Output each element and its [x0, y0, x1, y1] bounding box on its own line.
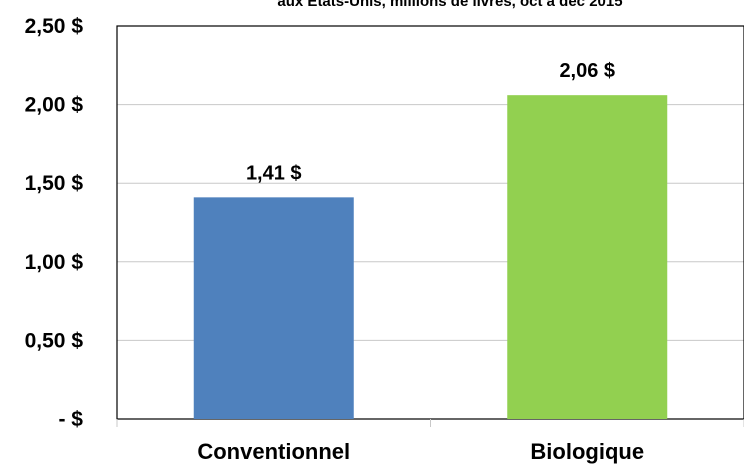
- x-axis-category-labels: Conventionnel Biologique: [197, 439, 644, 464]
- y-tick-label: 1,50 $: [25, 172, 84, 195]
- y-axis-tick-labels: - $ 0,50 $ 1,00 $ 1,50 $ 2,00 $ 2,50 $: [25, 15, 84, 431]
- category-label: Biologique: [530, 439, 644, 464]
- x-axis-ticks: [116, 419, 744, 427]
- bar-conventionnel: [193, 197, 354, 419]
- y-tick-label: 0,50 $: [25, 329, 84, 352]
- chart-title: aux États-Unis, millions de livres, oct …: [277, 0, 622, 10]
- y-tick-label: 2,50 $: [25, 15, 84, 38]
- data-labels: 1,41 $ 2,06 $: [246, 60, 615, 184]
- bar-biologique: [507, 95, 668, 419]
- y-tick-label: - $: [58, 408, 83, 431]
- data-label: 2,06 $: [559, 60, 615, 82]
- bars: [193, 95, 668, 419]
- data-label: 1,41 $: [246, 162, 302, 184]
- category-label: Conventionnel: [197, 439, 350, 464]
- y-tick-label: 1,00 $: [25, 251, 84, 274]
- y-tick-label: 2,00 $: [25, 94, 84, 117]
